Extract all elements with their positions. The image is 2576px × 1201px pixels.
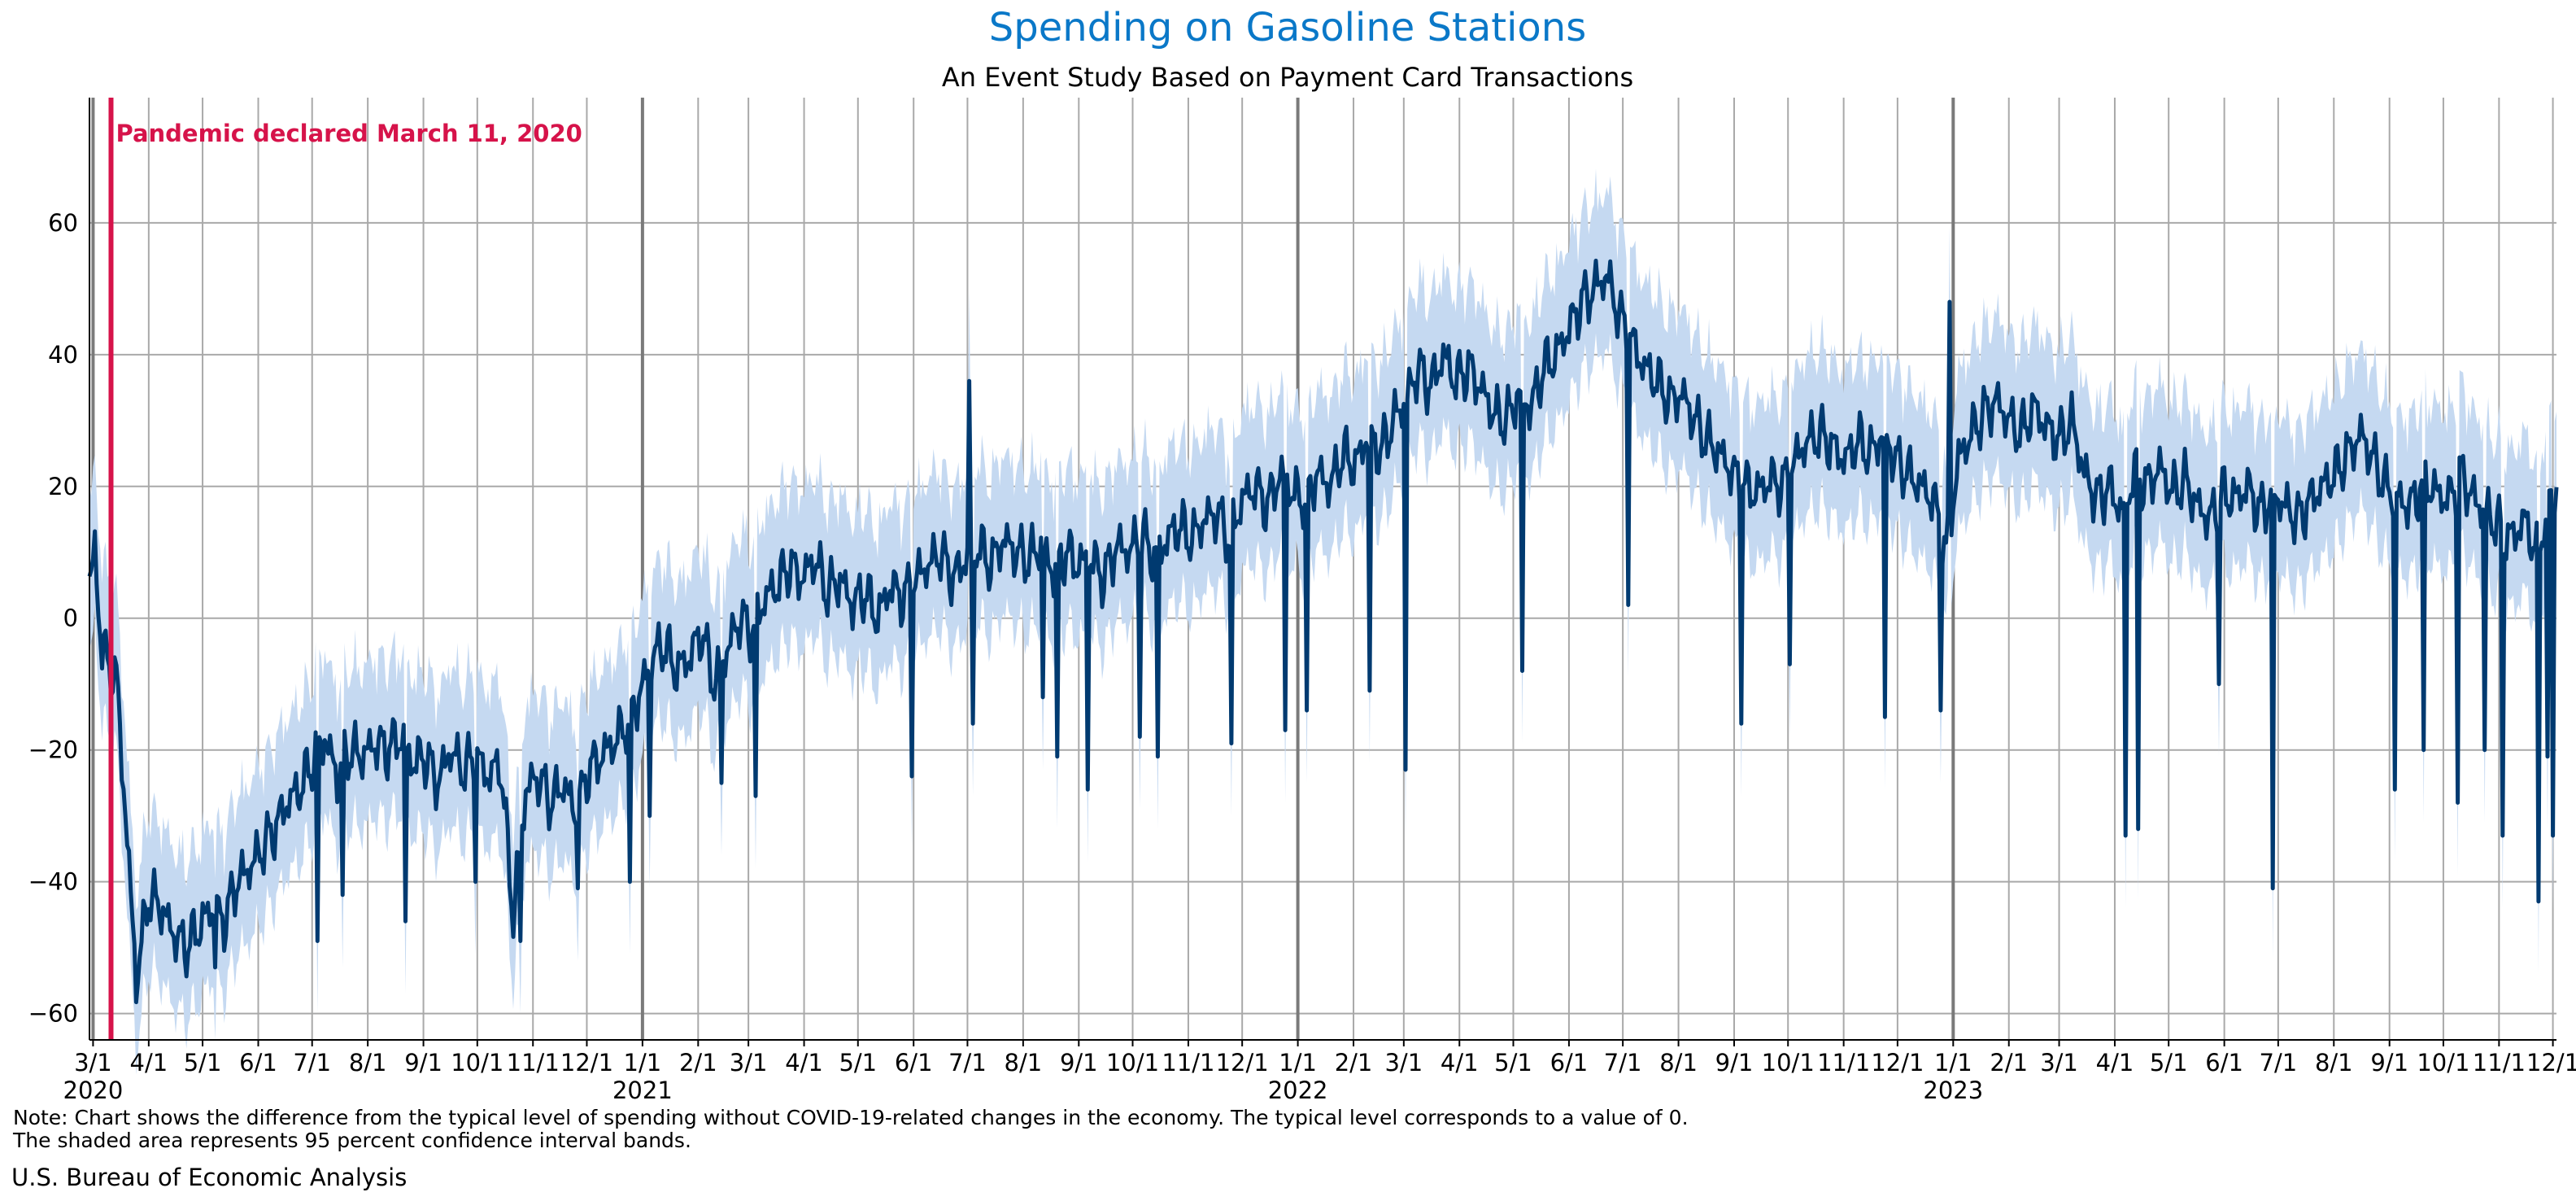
footnote-line-1: Note: Chart shows the difference from th…	[13, 1106, 1689, 1129]
x-year-label: 2022	[1268, 1077, 1328, 1104]
x-tick-label: 7/1	[1604, 1049, 1642, 1077]
gridlines	[89, 98, 2556, 1040]
x-tick-label: 10/1	[2417, 1049, 2469, 1077]
x-tick-label: 3/1	[74, 1049, 112, 1077]
x-tick-label: 5/1	[2150, 1049, 2188, 1077]
confidence-band	[89, 168, 2556, 1075]
x-tick-label: 6/1	[2205, 1049, 2243, 1077]
x-tick-label: 9/1	[404, 1049, 442, 1077]
x-tick-label: 11/1	[507, 1049, 560, 1077]
series-line	[87, 258, 2559, 1005]
x-tick-label: 8/1	[1659, 1049, 1698, 1077]
x-tick-label: 11/1	[1162, 1049, 1214, 1077]
chart-subtitle: An Event Study Based on Payment Card Tra…	[942, 62, 1633, 93]
x-tick-label: 7/1	[2260, 1049, 2298, 1077]
series-line-path	[87, 258, 2559, 1005]
x-tick-label: 4/1	[2096, 1049, 2134, 1077]
footnote-line-2: The shaded area represents 95 percent co…	[13, 1129, 691, 1152]
x-tick-label: 6/1	[239, 1049, 277, 1077]
x-tick-label: 10/1	[1762, 1049, 1815, 1077]
x-tick-label: 2/1	[679, 1049, 717, 1077]
x-tick-label: 5/1	[1494, 1049, 1532, 1077]
x-tick-label: 7/1	[293, 1049, 331, 1077]
y-tick-label: 40	[48, 341, 78, 369]
x-tick-label: 10/1	[1106, 1049, 1159, 1077]
x-tick-label: 12/1	[2526, 1049, 2576, 1077]
x-tick-label: 11/1	[2473, 1049, 2526, 1077]
x-tick-label: 3/1	[2040, 1049, 2078, 1077]
x-tick-label: 11/1	[1817, 1049, 1870, 1077]
x-tick-label: 10/1	[451, 1049, 503, 1077]
x-tick-label: 2/1	[1335, 1049, 1373, 1077]
source-credit: U.S. Bureau of Economic Analysis	[11, 1164, 408, 1191]
y-tick-label: 20	[48, 473, 78, 500]
event-marker: Pandemic declared March 11, 2020	[108, 98, 582, 1040]
x-tick-label: 7/1	[948, 1049, 987, 1077]
x-tick-label: 9/1	[1060, 1049, 1098, 1077]
x-tick-label: 5/1	[184, 1049, 222, 1077]
x-tick-label: 6/1	[1550, 1049, 1589, 1077]
y-tick-label: −60	[28, 1000, 78, 1028]
event-label: Pandemic declared March 11, 2020	[116, 120, 582, 147]
confidence-band-area	[89, 168, 2556, 1075]
x-tick-label: 6/1	[895, 1049, 933, 1077]
y-tick-label: 0	[63, 605, 78, 632]
x-tick-label: 8/1	[349, 1049, 387, 1077]
chart-title: Spending on Gasoline Stations	[989, 5, 1586, 50]
x-tick-label: 4/1	[785, 1049, 823, 1077]
x-year-label: 2021	[612, 1077, 673, 1104]
x-tick-label: 12/1	[1216, 1049, 1269, 1077]
x-tick-label: 1/1	[1934, 1049, 1972, 1077]
x-year-label: 2020	[63, 1077, 124, 1104]
x-tick-label: 8/1	[2315, 1049, 2353, 1077]
y-tick-label: 60	[48, 209, 78, 237]
y-tick-label: −20	[28, 736, 78, 764]
x-tick-label: 4/1	[130, 1049, 168, 1077]
x-tick-label: 12/1	[1871, 1049, 1924, 1077]
x-year-label: 2023	[1923, 1077, 1983, 1104]
x-tick-label: 4/1	[1441, 1049, 1479, 1077]
x-tick-label: 1/1	[624, 1049, 662, 1077]
x-tick-label: 9/1	[1715, 1049, 1754, 1077]
x-tick-label: 9/1	[2370, 1049, 2408, 1077]
x-tick-label: 3/1	[730, 1049, 768, 1077]
x-tick-label: 3/1	[1384, 1049, 1423, 1077]
x-tick-label: 8/1	[1005, 1049, 1043, 1077]
x-tick-label: 12/1	[560, 1049, 613, 1077]
x-tick-label: 1/1	[1279, 1049, 1317, 1077]
x-tick-label: 5/1	[839, 1049, 877, 1077]
y-tick-label: −40	[28, 868, 78, 896]
x-tick-label: 2/1	[1990, 1049, 2028, 1077]
